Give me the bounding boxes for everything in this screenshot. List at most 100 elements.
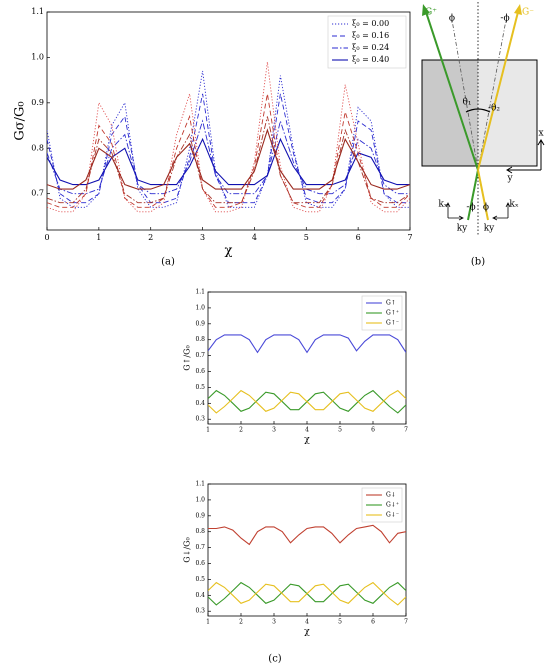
chart: 0.3 0.4 0.5 0.6 0.7 0.8 0.9 1.0 1.1 1 2 3 4 5 6 7 χ G↓/G₀… <box>183 481 408 638</box>
x-tick-label: 7 <box>404 427 408 434</box>
y-tick-label: 0.5 <box>195 576 205 583</box>
diagram-label: y <box>506 174 513 184</box>
y-tick-label: 1.1 <box>31 7 44 16</box>
arrowhead <box>514 4 522 15</box>
diagram-label: G⁺ <box>425 8 437 18</box>
k-axes <box>445 202 464 221</box>
x-tick-label: 6 <box>371 427 375 434</box>
axes-arrows <box>506 139 545 174</box>
x-axis-label: χ <box>304 435 310 445</box>
y-tick-label: 1.0 <box>31 52 44 61</box>
incident-ray <box>467 169 479 221</box>
caption: (b) <box>471 257 485 268</box>
x-tick-label: 0 <box>44 233 49 242</box>
series-line <box>47 119 410 195</box>
dash-line <box>477 19 507 171</box>
diagram-label: kₓ <box>509 200 518 210</box>
legend-label: G↑⁺ <box>386 310 399 317</box>
diagram-label: -ϕ <box>500 14 509 24</box>
x-tick-label: 7 <box>407 233 412 242</box>
dash-line <box>451 19 479 171</box>
y-tick-label: 0.7 <box>195 544 205 551</box>
region-left <box>422 60 478 166</box>
diagram-label: x <box>538 129 543 139</box>
diagram-label: ky <box>457 224 468 234</box>
x-tick-label: 5 <box>338 427 342 434</box>
caption: (a) <box>161 257 175 268</box>
series-line <box>47 137 410 186</box>
y-tick-label: 0.8 <box>31 143 44 152</box>
g-plus-ray <box>425 11 479 171</box>
y-tick-label: 0.9 <box>195 320 205 327</box>
diagram-label: ky <box>484 224 495 234</box>
diagram-label: G⁻ <box>522 8 534 18</box>
region-right <box>478 60 537 166</box>
x-tick-label: 2 <box>239 619 243 626</box>
y-tick-label: 0.9 <box>195 512 205 519</box>
x-tick-label: 5 <box>338 619 342 626</box>
x-tick-label: 4 <box>252 233 257 242</box>
x-tick-label: 1 <box>206 427 210 434</box>
x-tick-label: 1 <box>96 233 101 242</box>
x-axis-label: χ <box>304 627 310 637</box>
series-line <box>47 116 410 204</box>
diagram-label: θ₁ <box>462 98 471 108</box>
y-tick-label: 0.5 <box>195 384 205 391</box>
y-tick-label: 1.1 <box>195 289 205 296</box>
legend-label: ξ₀ = 0.40 <box>352 55 389 64</box>
diagram-label: -ϕ <box>466 203 475 213</box>
x-tick-label: 7 <box>404 619 408 626</box>
x-tick-label: 6 <box>356 233 361 242</box>
k-axes <box>492 202 511 221</box>
diagram-label: kₓ <box>438 200 447 210</box>
legend-label: ξ₀ = 0.24 <box>352 43 389 52</box>
y-axis-label: G↑/G₀ <box>183 345 192 370</box>
caption: (c) <box>268 654 282 665</box>
x-tick-label: 4 <box>305 619 309 626</box>
y-tick-label: 0.3 <box>195 416 205 423</box>
series-line <box>208 389 406 414</box>
diagram-label: ϕ <box>483 203 489 213</box>
x-tick-label: 4 <box>305 427 309 434</box>
angle-arc <box>465 108 491 113</box>
legend-label: ξ₀ = 0.00 <box>352 19 389 28</box>
series-line <box>47 128 410 190</box>
y-tick-label: 1.1 <box>195 481 205 488</box>
x-tick-label: 5 <box>304 233 309 242</box>
y-tick-label: 0.7 <box>31 189 44 198</box>
y-tick-label: 0.3 <box>195 608 205 615</box>
chart: 0.3 0.4 0.5 0.6 0.7 0.8 0.9 1.0 1.1 1 2 3 4 5 6 7 χ G↑/G₀… <box>183 289 408 446</box>
y-tick-label: 0.4 <box>195 592 205 599</box>
y-tick-label: 0.9 <box>31 98 44 107</box>
diagram-label: ϕ <box>449 14 455 24</box>
incident-ray <box>477 169 489 221</box>
y-tick-label: 0.6 <box>195 560 205 567</box>
x-tick-label: 2 <box>239 427 243 434</box>
series-line <box>208 581 406 606</box>
y-tick-label: 0.4 <box>195 400 205 407</box>
g-minus-ray <box>477 11 519 171</box>
x-tick-label: 1 <box>206 619 210 626</box>
series-line <box>47 93 410 208</box>
y-tick-label: 0.7 <box>195 352 205 359</box>
diagram-label: -θ₂ <box>488 104 500 114</box>
diagram <box>421 2 545 236</box>
legend-label: G↓⁺ <box>386 502 399 509</box>
x-tick-label: 3 <box>200 233 205 242</box>
series-line <box>208 334 406 354</box>
legend-label: G↑ <box>386 300 396 307</box>
chart: 0.7 0.8 0.9 1.0 1.1 0 1 2 3 4 5 6 7 χ Gσ/G₀ ξ₀ = 0.00 ξ₀… <box>12 7 412 258</box>
x-tick-label: 2 <box>148 233 153 242</box>
legend-label: ξ₀ = 0.16 <box>352 31 389 40</box>
x-tick-label: 3 <box>272 427 276 434</box>
y-tick-label: 0.6 <box>195 368 205 375</box>
y-tick-label: 1.0 <box>195 496 205 503</box>
x-tick-label: 3 <box>272 619 276 626</box>
legend-label: G↓⁻ <box>386 512 399 519</box>
legend-box <box>327 15 407 69</box>
y-tick-label: 0.8 <box>195 336 205 343</box>
legend-label: G↓ <box>386 492 396 499</box>
x-axis-label: χ <box>225 243 233 258</box>
series-line <box>208 524 406 546</box>
